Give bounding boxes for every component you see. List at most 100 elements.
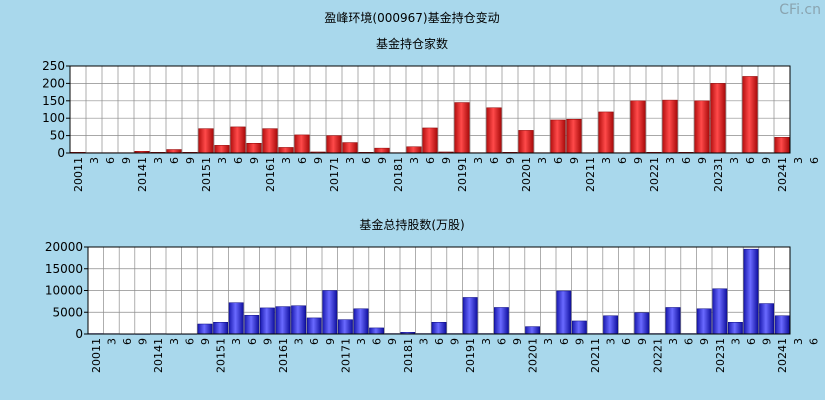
x-tick-label: 9 bbox=[386, 338, 399, 345]
bar bbox=[634, 312, 650, 335]
x-tick-label: 20221 bbox=[651, 338, 664, 373]
x-tick-label: 9 bbox=[248, 157, 261, 164]
x-tick-label: 3 bbox=[605, 338, 618, 345]
x-tick-label: 6 bbox=[104, 157, 117, 164]
x-tick-label: 6 bbox=[745, 338, 758, 345]
x-tick-label: 20161 bbox=[264, 157, 277, 192]
x-tick-label: 6 bbox=[232, 157, 245, 164]
x-tick-label: 9 bbox=[632, 157, 645, 164]
x-tick-label: 20181 bbox=[402, 338, 415, 373]
bar bbox=[213, 322, 229, 335]
x-tick-label: 20141 bbox=[152, 338, 165, 373]
x-tick-label: 3 bbox=[344, 157, 357, 164]
panel-title-0: 基金持仓家数 bbox=[376, 36, 448, 51]
bar bbox=[291, 305, 307, 335]
x-tick-label: 20171 bbox=[339, 338, 352, 373]
bar bbox=[422, 127, 438, 154]
x-tick-label: 6 bbox=[552, 157, 565, 164]
x-tick-label: 9 bbox=[440, 157, 453, 164]
x-tick-label: 9 bbox=[636, 338, 649, 345]
x-tick-label: 9 bbox=[504, 157, 517, 164]
x-tick-label: 9 bbox=[760, 157, 773, 164]
x-tick-label: 6 bbox=[183, 338, 196, 345]
y-tick-label: 50 bbox=[50, 129, 65, 143]
x-tick-label: 9 bbox=[823, 338, 825, 345]
plot-frame-0 bbox=[69, 65, 791, 154]
bar bbox=[454, 102, 470, 154]
x-tick-label: 9 bbox=[261, 338, 274, 345]
bar bbox=[230, 126, 246, 154]
y-tick-label: 5000 bbox=[52, 305, 83, 319]
x-tick-label: 6 bbox=[296, 157, 309, 164]
bar bbox=[710, 83, 726, 154]
x-tick-label: 6 bbox=[807, 338, 820, 345]
bar bbox=[694, 100, 710, 154]
x-tick-label: 3 bbox=[105, 338, 118, 345]
x-tick-label: 20011 bbox=[72, 157, 85, 192]
bar bbox=[342, 142, 358, 154]
x-tick-label: 20171 bbox=[328, 157, 341, 192]
x-tick-label: 6 bbox=[488, 157, 501, 164]
x-tick-label: 9 bbox=[376, 157, 389, 164]
x-tick-label: 3 bbox=[728, 157, 741, 164]
x-tick-label: 3 bbox=[168, 338, 181, 345]
plot-frame-1 bbox=[87, 246, 791, 335]
x-tick-label: 20191 bbox=[464, 338, 477, 373]
bar bbox=[525, 326, 541, 335]
x-tick-label: 20161 bbox=[277, 338, 290, 373]
bar bbox=[712, 288, 728, 335]
bar bbox=[326, 135, 342, 154]
x-tick-label: 6 bbox=[371, 338, 384, 345]
x-tick-label: 20181 bbox=[392, 157, 405, 192]
x-tick-label: 9 bbox=[696, 157, 709, 164]
x-tick-label: 3 bbox=[472, 157, 485, 164]
bar bbox=[262, 128, 278, 154]
bar bbox=[374, 147, 390, 154]
x-tick-label: 9 bbox=[312, 157, 325, 164]
x-tick-label: 3 bbox=[293, 338, 306, 345]
x-tick-label: 6 bbox=[680, 157, 693, 164]
bar bbox=[369, 327, 385, 335]
bar bbox=[774, 315, 790, 335]
bar bbox=[228, 302, 244, 335]
x-tick-label: 20011 bbox=[90, 338, 103, 373]
y-tick-label: 250 bbox=[42, 59, 65, 73]
bar bbox=[337, 319, 353, 335]
x-tick-label: 6 bbox=[620, 338, 633, 345]
bar bbox=[486, 107, 502, 154]
x-tick-label: 3 bbox=[280, 157, 293, 164]
x-tick-label: 6 bbox=[495, 338, 508, 345]
bar bbox=[727, 322, 743, 335]
x-tick-label: 20241 bbox=[776, 157, 789, 192]
bar bbox=[493, 307, 509, 335]
x-tick-label: 20141 bbox=[136, 157, 149, 192]
x-tick-label: 9 bbox=[137, 338, 150, 345]
x-tick-label: 6 bbox=[308, 338, 321, 345]
y-tick-label: 0 bbox=[75, 327, 83, 341]
bar bbox=[743, 248, 759, 335]
bar bbox=[322, 290, 338, 335]
bar bbox=[278, 147, 294, 154]
x-tick-label: 20151 bbox=[215, 338, 228, 373]
x-tick-label: 20221 bbox=[648, 157, 661, 192]
bar bbox=[696, 308, 712, 335]
x-tick-label: 3 bbox=[152, 157, 165, 164]
bar bbox=[353, 308, 369, 335]
x-tick-label: 9 bbox=[698, 338, 711, 345]
x-tick-label: 3 bbox=[480, 338, 493, 345]
bar bbox=[197, 323, 213, 335]
x-tick-label: 9 bbox=[184, 157, 197, 164]
bar bbox=[275, 306, 291, 335]
y-tick-label: 100 bbox=[42, 111, 65, 125]
bar bbox=[518, 130, 534, 154]
x-tick-label: 20151 bbox=[200, 157, 213, 192]
y-tick-label: 15000 bbox=[45, 262, 83, 276]
watermark: CFi.cn bbox=[779, 2, 821, 18]
y-tick-label: 150 bbox=[42, 94, 65, 108]
x-tick-label: 6 bbox=[616, 157, 629, 164]
x-tick-label: 3 bbox=[792, 157, 805, 164]
bar bbox=[166, 149, 182, 154]
bar bbox=[774, 137, 790, 154]
x-tick-label: 6 bbox=[433, 338, 446, 345]
x-tick-label: 6 bbox=[360, 157, 373, 164]
